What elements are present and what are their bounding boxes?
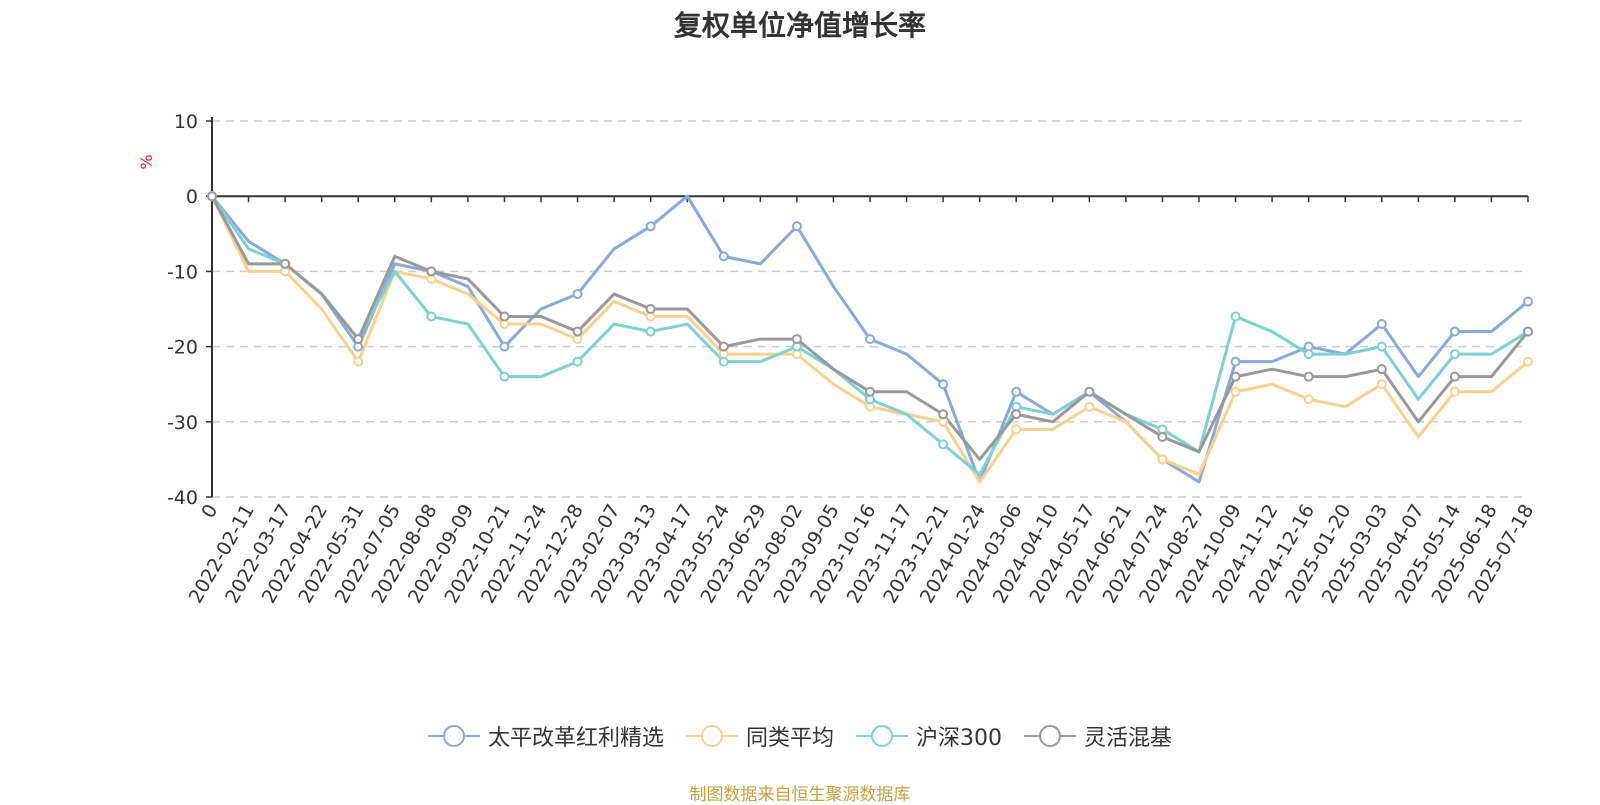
legend-marker-2 xyxy=(856,725,908,747)
y-tick-label-1: 0 xyxy=(186,186,198,208)
legend-label-1: 同类平均 xyxy=(745,726,834,751)
series-1-point-30 xyxy=(1303,394,1314,405)
series-0-point-14 xyxy=(718,251,729,262)
series-2-point-34 xyxy=(1449,349,1460,360)
legend-item-3[interactable]: 灵活混基 xyxy=(1024,720,1172,752)
line-chart: 100-10-20-30-4002022-02-112022-03-172022… xyxy=(137,111,1538,607)
series-2-point-6 xyxy=(426,311,437,322)
legend-item-2[interactable]: 沪深300 xyxy=(856,720,1002,752)
series-0-point-32 xyxy=(1376,319,1387,330)
series-2-point-28 xyxy=(1230,311,1241,322)
x-tick-label-0: 0 xyxy=(197,501,222,522)
series-1-point-26 xyxy=(1157,454,1168,465)
series-3-point-0 xyxy=(207,191,217,202)
chart-title: 复权单位净值增长率 xyxy=(673,9,926,42)
series-0-point-22 xyxy=(1011,386,1022,397)
series-1-point-36 xyxy=(1523,356,1533,367)
series-3-point-18 xyxy=(865,386,875,397)
data-source-note: 制图数据来自恒生聚源数据库 xyxy=(689,785,911,805)
series-1-point-28 xyxy=(1230,386,1241,397)
series-3-point-26 xyxy=(1157,431,1168,442)
y-tick-label-2: -10 xyxy=(167,261,198,283)
series-0-point-34 xyxy=(1449,326,1460,337)
series-3-point-28 xyxy=(1230,371,1241,382)
series-3-point-16 xyxy=(791,334,802,345)
series-2-point-20 xyxy=(938,439,949,450)
series-1-point-24 xyxy=(1084,401,1095,412)
series-0-point-8 xyxy=(499,341,510,352)
legend-marker-0 xyxy=(427,725,480,747)
series-3-point-2 xyxy=(280,258,291,269)
legend-item-1[interactable]: 同类平均 xyxy=(685,720,834,752)
series-2-point-10 xyxy=(572,356,583,367)
series-0-point-16 xyxy=(791,221,802,232)
series-2-point-32 xyxy=(1376,341,1387,352)
series-3-point-20 xyxy=(938,409,949,420)
series-3-point-30 xyxy=(1303,371,1314,382)
series-3-point-36 xyxy=(1523,326,1533,337)
y-tick-label-0: 10 xyxy=(174,111,198,133)
series-2-point-14 xyxy=(718,356,729,367)
series-3-point-32 xyxy=(1376,364,1387,375)
series-layer xyxy=(207,191,1533,484)
series-3-point-4 xyxy=(353,334,364,345)
legend-label-3: 灵活混基 xyxy=(1084,726,1173,751)
series-0-point-20 xyxy=(938,379,949,390)
legend-marker-3 xyxy=(1024,725,1076,747)
grid-layer xyxy=(212,120,1528,498)
series-2-point-30 xyxy=(1303,349,1314,360)
chart-legend: 太平改革红利精选 同类平均 沪深300 灵活混基 xyxy=(0,720,1600,752)
series-1-point-34 xyxy=(1449,386,1460,397)
legend-item-0[interactable]: 太平改革红利精选 xyxy=(427,720,664,752)
series-3-point-24 xyxy=(1084,386,1095,397)
y-axis-unit-label: % xyxy=(137,154,156,169)
y-tick-label-4: -30 xyxy=(167,412,198,434)
axis-layer: 100-10-20-30-4002022-02-112022-03-172022… xyxy=(167,111,1538,607)
series-1-point-4 xyxy=(353,356,364,367)
series-3-point-34 xyxy=(1449,371,1460,382)
series-3-point-8 xyxy=(499,311,510,322)
series-1-point-22 xyxy=(1011,424,1022,435)
series-0-point-28 xyxy=(1230,356,1241,367)
series-3-point-10 xyxy=(572,326,583,337)
y-tick-label-5: -40 xyxy=(167,487,198,509)
series-3-point-14 xyxy=(718,341,729,352)
series-2-point-12 xyxy=(645,326,656,337)
y-tick-label-3: -20 xyxy=(167,337,198,359)
series-3-point-22 xyxy=(1011,409,1022,420)
legend-label-0: 太平改革红利精选 xyxy=(487,726,664,751)
series-0-point-18 xyxy=(865,334,875,345)
series-0-point-10 xyxy=(572,288,583,299)
series-line-3 xyxy=(210,195,1530,461)
series-0-point-12 xyxy=(645,221,656,232)
series-3-point-6 xyxy=(426,266,437,277)
series-3-point-12 xyxy=(645,304,656,314)
series-2-point-8 xyxy=(499,371,510,382)
legend-marker-1 xyxy=(685,725,738,747)
series-0-point-36 xyxy=(1523,296,1533,307)
legend-label-2: 沪深300 xyxy=(916,726,1002,751)
series-1-point-32 xyxy=(1376,379,1387,390)
